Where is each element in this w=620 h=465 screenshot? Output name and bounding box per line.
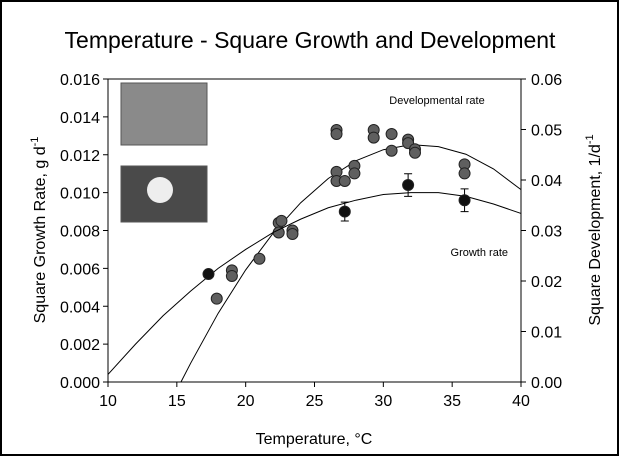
point: [402, 179, 415, 192]
y-tick-label: 0.014: [60, 110, 100, 127]
y2-tick-label: 0.04: [531, 173, 562, 190]
fit-curve: [107, 192, 522, 375]
y2-tick-label: 0.01: [531, 325, 562, 342]
y2-axis-label-sup: -1: [584, 134, 596, 144]
y-tick-label: 0.004: [60, 299, 100, 316]
frame: [0, 0, 619, 456]
point: [272, 226, 285, 239]
y2-axis-label: Square Development, 1/d-1: [584, 134, 604, 325]
y-tick-label: 0.002: [60, 337, 100, 354]
point: [253, 252, 266, 265]
point: [330, 128, 343, 141]
photo-flower-bloom: [147, 177, 173, 203]
x-axis-label: Temperature, °C: [256, 431, 373, 448]
point: [286, 228, 299, 241]
y-tick-label: 0.016: [60, 72, 100, 89]
series-label: Growth rate: [451, 247, 508, 259]
y-tick-label: 0.006: [60, 261, 100, 278]
y2-tick-label: 0.06: [531, 72, 562, 89]
series-label: Developmental rate: [389, 95, 484, 107]
y-axis-label: Square Growth Rate, g d-1: [29, 137, 49, 324]
point: [348, 167, 361, 180]
point: [338, 175, 351, 188]
x-tick-label: 30: [374, 393, 392, 410]
y2-tick-label: 0.05: [531, 123, 562, 140]
point: [202, 268, 215, 281]
x-tick-label: 40: [512, 393, 530, 410]
y-axis-label-text: Square Growth Rate, g d: [32, 146, 49, 323]
y2-tick-label: 0.00: [531, 375, 562, 392]
point: [367, 131, 380, 144]
x-tick-label: 20: [237, 393, 255, 410]
y2-tick-label: 0.03: [531, 224, 562, 241]
x-tick-label: 35: [443, 393, 461, 410]
point: [385, 144, 398, 157]
x-tick-label: 25: [306, 393, 324, 410]
y-tick-label: 0.008: [60, 224, 100, 241]
point: [408, 146, 421, 159]
point: [275, 214, 288, 227]
point: [458, 194, 471, 207]
photo-leaf: [120, 82, 208, 146]
y-tick-label: 0.000: [60, 375, 100, 392]
y2-axis-label-text: Square Development, 1/d: [587, 144, 604, 325]
y2-tick-label: 0.02: [531, 274, 562, 291]
y-tick-label: 0.010: [60, 186, 100, 203]
point: [385, 128, 398, 141]
point: [458, 167, 471, 180]
x-tick-label: 15: [168, 393, 186, 410]
point: [225, 269, 238, 282]
point: [338, 205, 351, 218]
y-tick-label: 0.012: [60, 148, 100, 165]
y-axis-label-sup: -1: [29, 137, 41, 147]
chart-title: Temperature - Square Growth and Developm…: [65, 27, 557, 53]
point: [210, 292, 223, 305]
x-tick-label: 10: [99, 393, 117, 410]
